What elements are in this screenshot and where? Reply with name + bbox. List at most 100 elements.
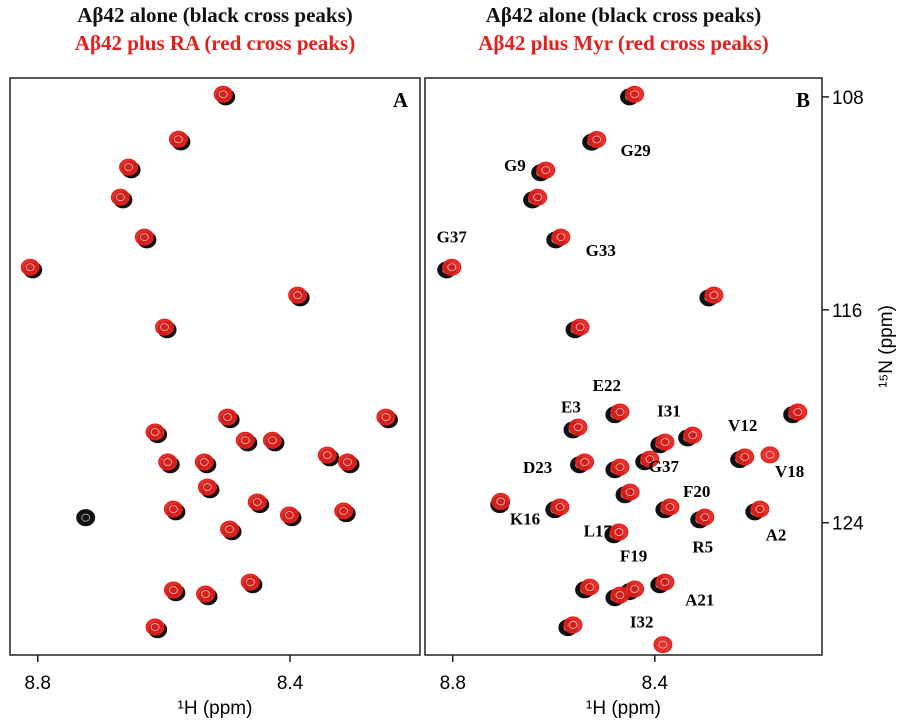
- contour-ring: [630, 585, 640, 593]
- y-tick-label: 124: [832, 514, 864, 535]
- contour-ring: [124, 163, 133, 172]
- cross-peak: [625, 85, 645, 103]
- cross-peak: [620, 483, 640, 501]
- cross-peak: [247, 493, 267, 511]
- contour-ring: [245, 578, 255, 586]
- contour-ring: [174, 135, 183, 144]
- peak-label: V18: [775, 462, 804, 481]
- contour-ring: [168, 505, 178, 514]
- panel-label: B: [796, 88, 810, 112]
- cross-peak: [695, 508, 715, 526]
- contour-ring: [615, 408, 625, 416]
- y-tick-label: 108: [832, 88, 864, 109]
- cross-peak: [609, 523, 629, 541]
- contour-ring: [755, 505, 765, 514]
- contour-ring: [541, 166, 551, 174]
- cross-peak: [640, 450, 660, 468]
- peak-label: G33: [586, 241, 616, 260]
- cross-peak: [163, 500, 183, 518]
- contour-ring: [568, 621, 578, 629]
- peak-label: A2: [766, 526, 787, 545]
- contour-ring: [665, 503, 675, 511]
- y-tick-label: 116: [832, 301, 862, 322]
- cross-peak: [683, 426, 703, 444]
- contour-ring: [658, 640, 668, 649]
- peak-label: L17: [584, 522, 613, 541]
- contour-ring: [160, 323, 169, 332]
- peak-label: F19: [620, 547, 647, 566]
- contour-ring: [168, 586, 178, 594]
- cross-peak: [653, 636, 673, 654]
- cross-peak: [735, 448, 755, 466]
- panel-title: Aβ42 plus RA (red cross peaks): [75, 31, 355, 55]
- cross-peak: [218, 408, 238, 426]
- cross-peak: [20, 258, 40, 276]
- contour-ring: [645, 455, 655, 464]
- cross-peak: [145, 618, 165, 636]
- y-axis-label: ¹⁵N (ppm): [876, 305, 897, 388]
- contour-ring: [765, 450, 775, 459]
- contour-ring: [201, 590, 210, 598]
- peak-label: V12: [728, 416, 757, 435]
- cross-peak: [145, 423, 165, 441]
- cross-peak: [317, 446, 337, 464]
- cross-peak: [750, 500, 770, 518]
- cross-peak: [334, 502, 354, 520]
- cross-peak: [288, 286, 308, 304]
- cross-peak: [570, 318, 590, 336]
- x-tick-label: 8.8: [25, 673, 51, 694]
- cross-peak: [196, 585, 216, 603]
- cross-peak: [110, 188, 130, 206]
- panel-title: Aβ42 plus Myr (red cross peaks): [478, 31, 769, 55]
- x-tick-label: 8.8: [440, 673, 466, 694]
- panel-frame: [9, 77, 421, 656]
- peak-label: A21: [685, 591, 714, 610]
- contour-ring: [496, 497, 506, 506]
- contour-ring: [252, 498, 262, 506]
- contour-ring: [580, 458, 590, 466]
- cross-peak: [158, 453, 178, 471]
- contour-ring: [163, 458, 173, 466]
- panel-title: Aβ42 alone (black cross peaks): [486, 3, 762, 27]
- contour-ring: [199, 458, 209, 466]
- cross-peak: [194, 453, 214, 471]
- contour-ring: [592, 135, 602, 144]
- contour-ring: [285, 511, 294, 519]
- peak-label: E22: [593, 376, 621, 395]
- peak-label: F20: [683, 482, 710, 501]
- peak-label: G37: [649, 457, 680, 476]
- contour-ring: [203, 483, 212, 491]
- x-axis-label: ¹H (ppm): [586, 698, 661, 719]
- x-axis-label: ¹H (ppm): [178, 698, 253, 719]
- cross-peak: [376, 408, 396, 426]
- contour-ring: [322, 451, 332, 460]
- contour-ring: [339, 507, 349, 515]
- cross-peak: [197, 478, 217, 496]
- cross-peak: [580, 578, 600, 596]
- peak-label: G9: [504, 156, 526, 175]
- cross-peak: [279, 506, 299, 524]
- contour-ring: [447, 263, 457, 272]
- contour-ring: [267, 436, 277, 445]
- cross-peak: [235, 431, 255, 449]
- cross-peak: [655, 573, 675, 591]
- contour-ring: [700, 513, 710, 522]
- cross-peak: [610, 586, 630, 604]
- contour-ring: [139, 233, 149, 242]
- contour-ring: [573, 423, 583, 432]
- cross-peak: [220, 520, 240, 538]
- contour-ring: [688, 431, 698, 440]
- cross-peak: [610, 458, 630, 476]
- panel-label: A: [393, 88, 409, 112]
- contour-ring: [25, 263, 35, 272]
- contour-ring: [625, 488, 635, 497]
- contour-ring: [660, 438, 670, 446]
- cross-peak: [528, 188, 548, 206]
- peak-label: D23: [523, 458, 552, 477]
- contour-ring: [150, 623, 160, 631]
- cross-peak: [163, 581, 183, 599]
- peak-label: G29: [621, 141, 651, 160]
- contour-ring: [585, 583, 595, 592]
- cross-peak: [119, 158, 139, 176]
